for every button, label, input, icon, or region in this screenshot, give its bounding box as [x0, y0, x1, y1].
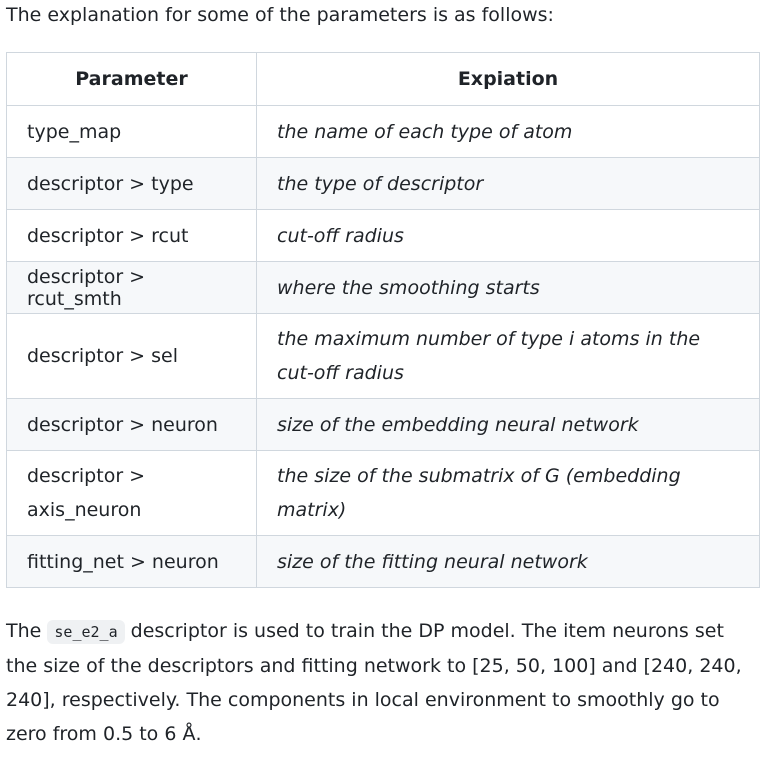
desc-cell: size of the embedding neural network — [256, 398, 760, 451]
desc-cell: where the smoothing starts — [256, 261, 760, 314]
param-cell: descriptor > neuron — [6, 398, 257, 451]
outro-paragraph: The se_e2_a descriptor is used to train … — [6, 588, 760, 751]
table-row: descriptor > neuron size of the embeddin… — [6, 398, 760, 451]
desc-cell: cut-off radius — [256, 209, 760, 262]
table-row: descriptor > type the type of descriptor — [6, 157, 760, 210]
outro-text-start: The — [6, 620, 48, 642]
parameters-table: Parameter Expiation type_map the name of… — [6, 52, 760, 588]
desc-cell: the maximum number of type i atoms in th… — [256, 313, 760, 399]
desc-cell: the type of descriptor — [256, 157, 760, 210]
header-parameter: Parameter — [6, 52, 257, 106]
table-row: descriptor > rcut_smth where the smoothi… — [6, 261, 760, 314]
param-cell: descriptor > sel — [6, 313, 257, 399]
desc-cell: the size of the submatrix of G (embeddin… — [256, 450, 760, 536]
param-cell: fitting_net > neuron — [6, 535, 257, 588]
param-cell: descriptor > rcut — [6, 209, 257, 262]
table-row: descriptor > rcut cut-off radius — [6, 209, 760, 262]
table-row: type_map the name of each type of atom — [6, 105, 760, 158]
table-header-row: Parameter Expiation — [6, 52, 760, 106]
inline-code: se_e2_a — [47, 620, 125, 644]
outro-text-rest: descriptor is used to train the DP model… — [6, 620, 742, 745]
desc-cell: the name of each type of atom — [256, 105, 760, 158]
param-cell: descriptor > axis_neuron — [6, 450, 257, 536]
table-row: descriptor > sel the maximum number of t… — [6, 313, 760, 399]
intro-text: The explanation for some of the paramete… — [6, 4, 554, 26]
param-cell: type_map — [6, 105, 257, 158]
desc-cell: size of the fitting neural network — [256, 535, 760, 588]
param-cell: descriptor > rcut_smth — [6, 261, 257, 314]
header-explanation: Expiation — [256, 52, 760, 106]
param-cell: descriptor > type — [6, 157, 257, 210]
table-row: fitting_net > neuron size of the fitting… — [6, 535, 760, 588]
table-row: descriptor > axis_neuron the size of the… — [6, 450, 760, 536]
